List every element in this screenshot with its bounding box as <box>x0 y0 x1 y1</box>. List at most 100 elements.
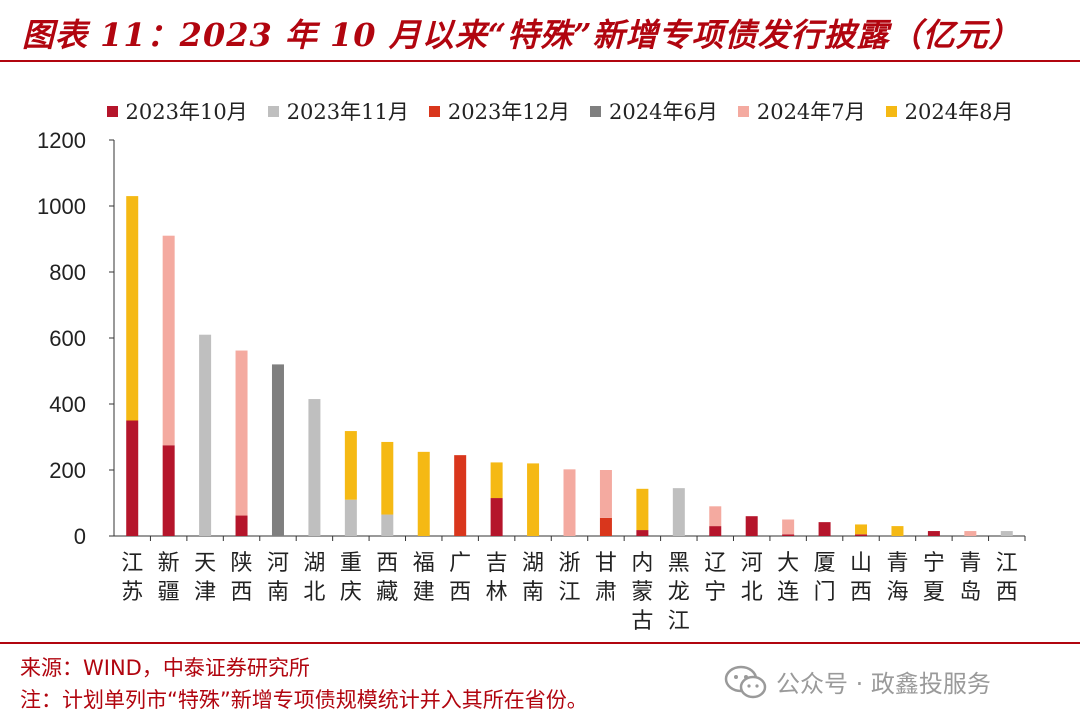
x-tick-label: 新疆 <box>158 551 180 605</box>
x-tick-label-char: 江 <box>121 551 143 576</box>
bar-segment <box>891 526 904 536</box>
legend-swatch <box>267 105 279 117</box>
bar-segment <box>855 524 868 535</box>
x-tick-label: 福建 <box>413 551 435 605</box>
x-tick-label: 宁夏 <box>923 551 945 605</box>
watermark: 公众号 · 政鑫投服务 <box>724 664 991 699</box>
x-tick-label-char: 辽 <box>704 551 726 576</box>
x-tick-label-char: 门 <box>814 580 836 605</box>
bar-segment <box>599 470 612 518</box>
x-tick-label: 浙江 <box>558 551 580 605</box>
x-tick-label-char: 西 <box>231 580 253 605</box>
bar-segment <box>964 531 977 536</box>
x-tick-label: 陕西 <box>231 551 253 605</box>
x-tick-label-char: 夏 <box>923 580 945 605</box>
x-tick-label-char: 古 <box>631 609 653 634</box>
legend-swatch <box>737 105 749 117</box>
x-tick-label-char: 青 <box>959 551 981 576</box>
legend-swatch <box>428 105 440 117</box>
footnote: 注：计划单列市“特殊”新增专项债规模统计并入其所在省份。 <box>20 688 588 712</box>
x-tick-label-char: 江 <box>996 551 1018 576</box>
y-tick-label: 200 <box>49 458 86 483</box>
legend-item: 2023年10月 <box>106 96 248 126</box>
x-tick-label: 重庆 <box>340 551 362 605</box>
x-tick-label: 青海 <box>886 551 908 605</box>
x-tick-label: 内蒙古 <box>631 551 653 634</box>
x-tick-label-char: 天 <box>194 551 216 576</box>
x-tick-label-char: 疆 <box>158 580 180 605</box>
x-tick-label-char: 北 <box>741 580 763 605</box>
x-tick-label-char: 南 <box>522 580 544 605</box>
source-note: 来源：WIND，中泰证券研究所 <box>20 656 310 680</box>
x-tick-label-char: 湖 <box>303 551 325 576</box>
x-tick-label-char: 岛 <box>959 580 981 605</box>
legend-label: 2024年8月 <box>904 100 1014 124</box>
x-tick-label-char: 建 <box>413 580 435 605</box>
x-tick-label-char: 肃 <box>595 580 617 605</box>
x-tick-label: 江苏 <box>121 551 143 605</box>
y-tick-label: 600 <box>49 326 86 351</box>
x-tick-label-char: 海 <box>886 580 908 605</box>
x-tick-label-char: 福 <box>413 551 435 576</box>
x-tick-label-char: 重 <box>340 551 362 576</box>
x-tick-label-char: 连 <box>777 580 799 605</box>
x-tick-label: 河南 <box>267 551 289 605</box>
x-tick-label-char: 西 <box>376 551 398 576</box>
x-tick-label-char: 藏 <box>376 580 398 605</box>
bar-segment <box>199 334 212 536</box>
x-tick-label-char: 庆 <box>340 580 362 605</box>
bar-segment <box>126 420 139 536</box>
x-tick-label-char: 内 <box>631 551 653 576</box>
x-tick-label: 天津 <box>194 551 216 605</box>
x-tick-label-char: 大 <box>777 551 799 576</box>
x-tick-label: 山西 <box>850 551 872 605</box>
x-tick-label: 江西 <box>996 551 1018 605</box>
bar-segment <box>636 530 649 536</box>
bar-segment <box>308 399 321 536</box>
x-tick-label-char: 吉 <box>486 551 508 576</box>
bar-segment <box>636 488 649 531</box>
x-tick-label-char: 湖 <box>522 551 544 576</box>
x-tick-label-char: 南 <box>267 580 289 605</box>
legend-swatch <box>885 105 897 117</box>
bar-segment <box>381 514 394 536</box>
x-tick-label: 湖北 <box>303 551 325 605</box>
bar-segment <box>162 445 175 536</box>
bar-segment <box>126 196 139 421</box>
footer-divider <box>0 642 1080 644</box>
x-tick-label: 西藏 <box>376 551 398 605</box>
chart-legend: 2023年10月 2023年11月 2023年12月 2024年6月 2024年7月 20… <box>80 96 1040 126</box>
bar-segment <box>709 526 722 536</box>
y-tick-label: 1000 <box>37 194 86 219</box>
legend-item: 2024年8月 <box>885 96 1014 126</box>
x-tick-label-char: 厦 <box>814 551 836 576</box>
x-tick-label: 湖南 <box>522 551 544 605</box>
legend-label: 2024年6月 <box>609 100 718 124</box>
x-tick-label-char: 龙 <box>668 580 690 605</box>
legend-swatch <box>106 105 118 117</box>
bar-segment <box>745 516 758 536</box>
stacked-bar-chart: 020040060080010001200江苏新疆天津陕西河南湖北重庆西藏福建广… <box>37 128 1026 634</box>
bar-segment <box>927 531 940 536</box>
x-tick-label-char: 河 <box>267 551 289 576</box>
y-tick-label: 0 <box>74 524 86 549</box>
x-tick-label: 厦门 <box>814 551 836 605</box>
x-tick-label: 河北 <box>741 551 763 605</box>
chart-title: 图表 11：2023 年 10 月以来“特殊”新增专项债发行披露（亿元） <box>22 16 1022 54</box>
x-tick-label-char: 西 <box>850 580 872 605</box>
legend-item: 2024年6月 <box>590 96 718 126</box>
x-tick-label-char: 陕 <box>231 551 253 576</box>
bar-segment <box>454 455 467 536</box>
bar-segment <box>490 462 503 499</box>
x-tick-label-char: 江 <box>558 580 580 605</box>
bar-segment <box>381 441 394 515</box>
legend-label: 2023年11月 <box>286 100 409 124</box>
y-tick-label: 800 <box>49 260 86 285</box>
legend-label: 2023年10月 <box>125 100 248 124</box>
bar-segment <box>417 451 430 536</box>
legend-item: 2023年11月 <box>267 96 409 126</box>
x-tick-label-char: 河 <box>741 551 763 576</box>
bar-segment <box>1000 531 1013 536</box>
x-tick-label: 青岛 <box>959 551 981 605</box>
wechat-icon <box>724 665 767 698</box>
